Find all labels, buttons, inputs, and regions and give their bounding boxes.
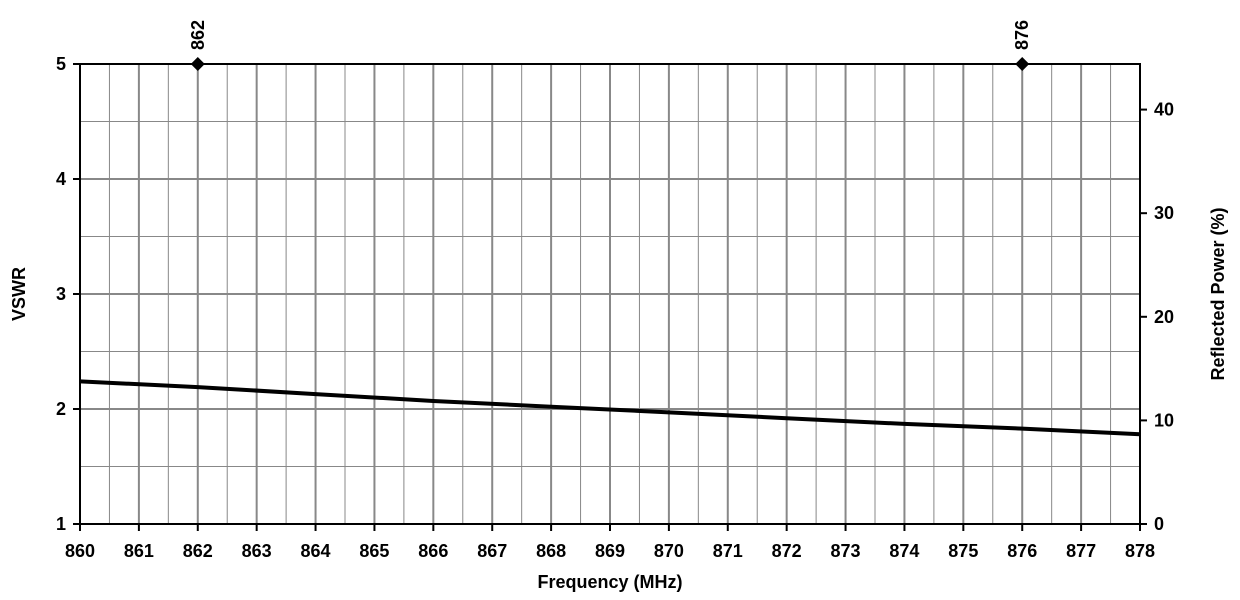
marker-label: 862 (188, 20, 208, 50)
x-tick-label: 877 (1066, 541, 1096, 561)
marker-diamond (1015, 57, 1030, 71)
y-tick-label: 2 (56, 399, 66, 419)
tick-labels: 860 861 862 863 864 865 866 867 868 869 870 871 872 8… (56, 54, 1174, 561)
x-tick-label: 876 (1007, 541, 1037, 561)
axis-ticks (73, 63, 1147, 531)
y2-tick-label: 40 (1154, 100, 1174, 120)
x-tick-label: 865 (359, 541, 389, 561)
y2-axis-title: Reflected Power (%) (1208, 207, 1228, 380)
y-tick-label: 4 (56, 169, 66, 189)
x-tick-label: 868 (536, 541, 566, 561)
x-tick-label: 864 (301, 541, 331, 561)
x-tick-label: 875 (948, 541, 978, 561)
x-tick-label: 872 (772, 541, 802, 561)
x-tick-label: 867 (477, 541, 507, 561)
vswr-line (79, 379, 1141, 437)
x-tick-label: 874 (889, 541, 919, 561)
y-tick-label: 1 (56, 514, 66, 534)
grid (80, 64, 1140, 524)
y2-tick-label: 20 (1154, 307, 1174, 327)
x-tick-label: 878 (1125, 541, 1155, 561)
y2-tick-label: 30 (1154, 203, 1174, 223)
y-tick-label: 3 (56, 284, 66, 304)
x-tick-label: 862 (183, 541, 213, 561)
y-axis-title: VSWR (9, 267, 29, 321)
x-tick-label: 866 (418, 541, 448, 561)
marker-label: 876 (1012, 20, 1032, 50)
marker-diamond (190, 57, 205, 71)
x-tick-label: 873 (831, 541, 861, 561)
markers: 862 876 (188, 20, 1032, 71)
x-tick-label: 861 (124, 541, 154, 561)
x-tick-label: 871 (713, 541, 743, 561)
series (79, 379, 1141, 437)
y-tick-label: 5 (56, 54, 66, 74)
x-tick-label: 860 (65, 541, 95, 561)
x-tick-label: 869 (595, 541, 625, 561)
y2-tick-label: 10 (1154, 410, 1174, 430)
x-tick-label: 870 (654, 541, 684, 561)
x-tick-label: 863 (242, 541, 272, 561)
y2-tick-label: 0 (1154, 514, 1164, 534)
x-axis-title: Frequency (MHz) (537, 572, 682, 592)
